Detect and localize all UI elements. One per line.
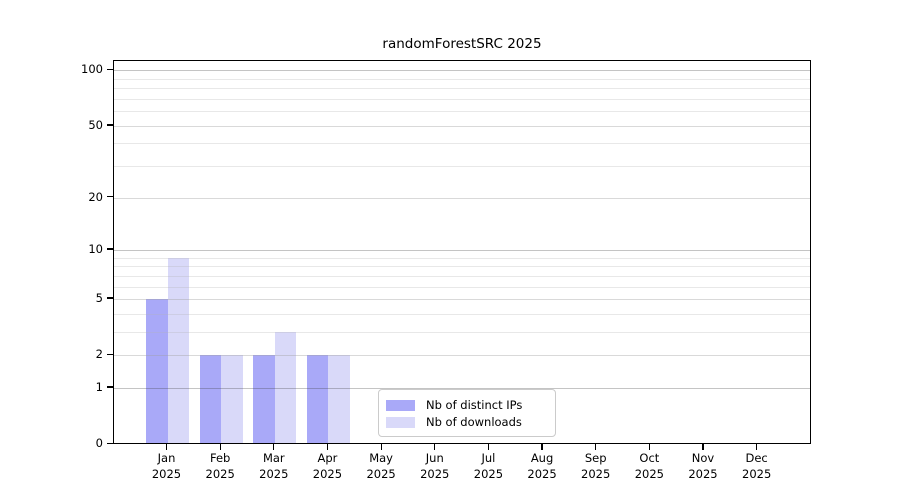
- x-tick-year-apr: 2025: [312, 466, 343, 481]
- x-tick-jan: [165, 444, 168, 450]
- legend: Nb of distinct IPs Nb of downloads: [378, 389, 556, 437]
- x-tick-mar: [273, 444, 275, 450]
- x-tick-label-may: May 2025: [349, 451, 413, 482]
- bar-downloads-jan: [167, 257, 189, 443]
- plot-canvas: [114, 61, 810, 443]
- y-tick-label-2: 2: [95, 347, 103, 362]
- bar-distinct-ips-apr: [306, 355, 329, 443]
- gridline-50: [114, 125, 810, 127]
- x-tick-year-jun: 2025: [420, 466, 450, 481]
- x-tick-sep: [595, 444, 597, 450]
- y-tick-label-10: 10: [88, 241, 103, 256]
- x-tick-label-jul: Jul 2025: [456, 451, 520, 482]
- y-tick-1: [107, 386, 113, 388]
- x-tick-year-nov: 2025: [688, 466, 718, 481]
- x-tick-year-may: 2025: [366, 466, 396, 481]
- x-tick-label-feb: Feb 2025: [188, 451, 252, 482]
- legend-swatch-distinct-ips: [386, 399, 415, 411]
- gridline-minor-6: [114, 286, 810, 288]
- x-tick-jul: [487, 444, 490, 450]
- y-tick-0: [107, 442, 113, 444]
- x-tick-year-sep: 2025: [581, 466, 611, 481]
- x-tick-aug: [541, 444, 543, 450]
- bar-downloads-feb: [221, 355, 243, 443]
- x-tick-apr: [326, 444, 329, 450]
- y-tick-20: [107, 196, 113, 198]
- x-tick-oct: [648, 444, 651, 450]
- x-tick-may: [380, 444, 382, 450]
- bar-downloads-mar: [274, 331, 297, 443]
- x-tick-label-mar: Mar 2025: [242, 451, 306, 482]
- y-tick-label-5: 5: [95, 290, 103, 305]
- bar-downloads-apr: [328, 355, 350, 443]
- legend-label-downloads: Nb of downloads: [426, 415, 522, 429]
- gridline-minor-80: [114, 88, 810, 90]
- x-tick-year-oct: 2025: [634, 466, 664, 481]
- y-tick-100: [107, 68, 113, 71]
- x-tick-year-jan: 2025: [151, 466, 182, 481]
- gridline-minor-60: [114, 111, 810, 113]
- chart-title: randomForestSRC 2025: [382, 36, 542, 52]
- x-tick-jun: [434, 444, 436, 450]
- y-tick-50: [107, 124, 113, 126]
- gridline-minor-90: [114, 78, 810, 80]
- y-tick-2: [107, 353, 113, 355]
- gridline-minor-3: [114, 331, 810, 333]
- gridline-minor-70: [114, 99, 810, 101]
- gridline-minor-4: [114, 313, 810, 315]
- gridline-2: [114, 355, 810, 357]
- x-tick-dec: [756, 444, 758, 450]
- bar-distinct-ips-feb: [199, 355, 222, 443]
- x-tick-year-dec: 2025: [742, 466, 772, 481]
- y-tick-label-100: 100: [81, 62, 103, 77]
- x-tick-label-dec: Dec 2025: [725, 451, 789, 482]
- gridline-100: [114, 70, 810, 72]
- x-tick-nov: [702, 444, 704, 450]
- bar-distinct-ips-jan: [146, 298, 168, 443]
- legend-swatch-downloads: [386, 416, 415, 428]
- x-tick-label-jun: Jun 2025: [403, 451, 467, 482]
- legend-item-downloads: Nb of downloads: [386, 414, 546, 430]
- x-tick-label-sep: Sep 2025: [564, 451, 628, 482]
- gridline-minor-40: [114, 143, 810, 145]
- x-tick-label-aug: Aug 2025: [510, 451, 574, 482]
- y-tick-label-20: 20: [88, 189, 103, 204]
- x-tick-label-oct: Oct 2025: [617, 451, 681, 482]
- x-tick-label-apr: Apr 2025: [295, 451, 359, 482]
- x-tick-label-nov: Nov 2025: [671, 451, 735, 482]
- x-tick-year-aug: 2025: [527, 466, 557, 481]
- x-tick-year-jul: 2025: [473, 466, 504, 481]
- y-tick-label-1: 1: [95, 379, 103, 394]
- gridline-5: [114, 298, 810, 300]
- y-tick-label-0: 0: [95, 436, 103, 450]
- x-tick-feb: [219, 444, 221, 450]
- gridline-minor-9: [114, 257, 810, 259]
- gridline-10: [114, 249, 810, 251]
- gridline-20: [114, 197, 810, 199]
- y-tick-5: [107, 297, 113, 299]
- y-tick-label-50: 50: [88, 117, 103, 132]
- y-tick-10: [107, 248, 113, 250]
- gridline-minor-7: [114, 275, 810, 277]
- gridline-minor-8: [114, 266, 810, 268]
- gridline-1: [114, 387, 810, 389]
- x-tick-year-feb: 2025: [205, 466, 235, 481]
- x-tick-year-mar: 2025: [259, 466, 289, 481]
- legend-item-distinct-ips: Nb of distinct IPs: [386, 397, 546, 413]
- gridline-minor-30: [114, 166, 810, 168]
- plot-area: [113, 60, 811, 444]
- x-tick-label-jan: Jan 2025: [135, 451, 199, 482]
- legend-label-distinct-ips: Nb of distinct IPs: [426, 398, 523, 412]
- bar-distinct-ips-mar: [253, 355, 275, 443]
